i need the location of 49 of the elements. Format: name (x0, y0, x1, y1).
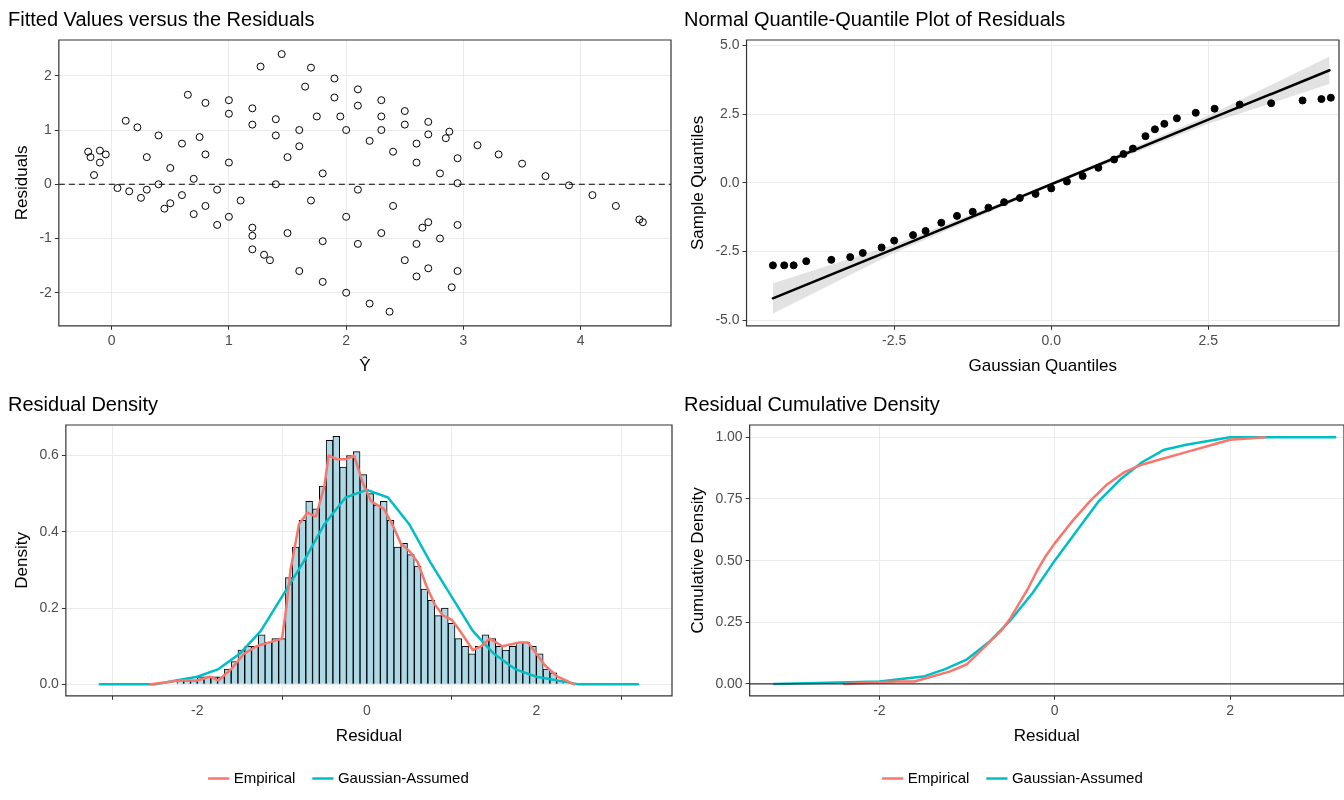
y-tick-label: 1 (44, 120, 53, 137)
y-tick-label: -2.5 (715, 242, 740, 259)
y-tick-label: 0 (44, 175, 53, 192)
x-tick-label: 4 (576, 332, 585, 349)
x-tick-label: 2 (532, 702, 541, 719)
y-tick-label: 0.50 (715, 551, 743, 568)
x-tick-label: 1 (224, 332, 233, 349)
chart-title: Residual Cumulative Density (684, 392, 940, 415)
y-tick-label: 0.2 (39, 598, 60, 615)
y-axis-title: Density (11, 531, 31, 589)
y-axis-title: Sample Quantiles (687, 115, 707, 250)
legend-label: Empirical (233, 768, 296, 786)
y-axis-title: Cumulative Density (687, 486, 707, 634)
y-tick-label: -1 (39, 229, 53, 246)
x-tick-label: 0 (1050, 702, 1059, 719)
x-tick-label: 0 (362, 702, 371, 719)
y-tick-label: 1.00 (715, 428, 743, 445)
x-axis-title: Gaussian Quantiles (968, 356, 1117, 376)
y-tick-label: 0.6 (39, 446, 60, 463)
x-tick-label: -2 (873, 702, 886, 719)
y-tick-label: 2 (44, 66, 53, 83)
x-axis-title: Residual (335, 726, 403, 746)
legend-label: Gaussian-Assumed (337, 768, 469, 786)
x-tick-label: 2 (1226, 702, 1235, 719)
y-tick-label: -2 (39, 283, 53, 300)
y-tick-label: 0.00 (715, 674, 743, 691)
chart-title: Fitted Values versus the Residuals (8, 7, 315, 30)
chart-title: Normal Quantile-Quantile Plot of Residuals (684, 7, 1066, 30)
x-tick-label: 0.0 (1041, 332, 1062, 349)
x-tick-label: -2.5 (882, 332, 907, 349)
x-tick-label: 2.5 (1198, 332, 1219, 349)
x-tick-label: 0 (107, 332, 116, 349)
y-axis-title: Residuals (11, 145, 31, 221)
chart-title: Residual Density (8, 392, 159, 415)
x-tick-label: 3 (459, 332, 468, 349)
x-tick-label: 2 (342, 332, 351, 349)
y-tick-label: 0.0 (39, 675, 60, 692)
y-tick-label: 0.4 (39, 522, 60, 539)
y-tick-label: 0.25 (715, 613, 743, 630)
x-tick-label: -2 (191, 702, 204, 719)
y-tick-label: 5.0 (720, 36, 740, 53)
legend-label: Gaussian-Assumed (1011, 768, 1143, 786)
y-tick-label: 0.75 (715, 489, 743, 506)
x-axis-title: Ŷ (359, 356, 371, 376)
legend-label: Empirical (907, 768, 970, 786)
y-tick-label: -5.0 (715, 311, 740, 328)
y-tick-label: 0.0 (720, 173, 740, 190)
y-tick-label: 2.5 (720, 105, 740, 122)
x-axis-title: Residual (1013, 726, 1080, 746)
